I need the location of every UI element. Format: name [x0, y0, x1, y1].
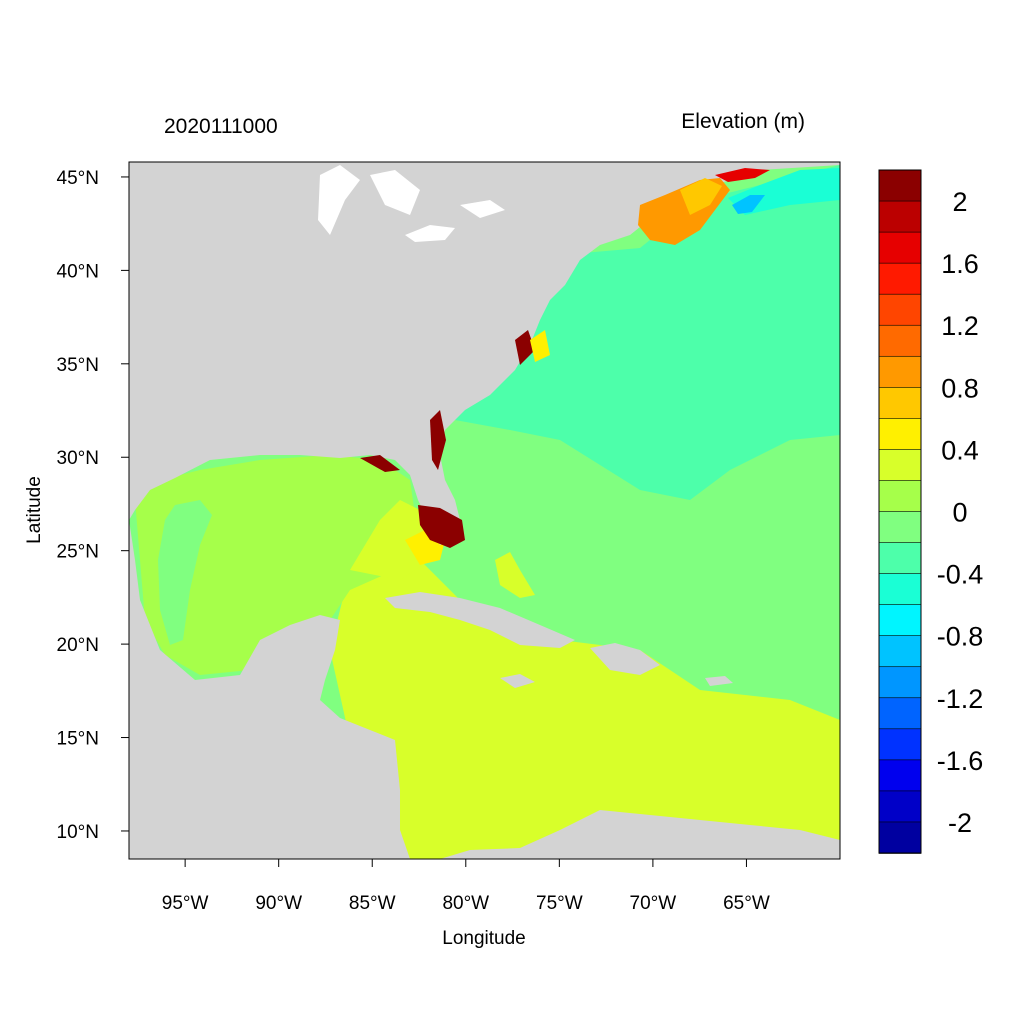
colorbar-label: 0.4	[941, 435, 979, 465]
colorbar-label: 0	[952, 498, 967, 528]
colorbar-label: -1.2	[937, 684, 984, 714]
colorbar-label: 1.6	[941, 249, 979, 279]
colorbar-swatch	[878, 697, 922, 730]
western-gulf-low	[158, 500, 212, 645]
bahamas-region	[495, 552, 535, 598]
colorbar-swatch	[878, 821, 922, 854]
lake-ontario	[460, 200, 505, 218]
florida-panhandle-surge	[360, 455, 400, 472]
lat-tick-label: 35°N	[57, 355, 99, 376]
x-axis-label: Longitude	[442, 928, 525, 949]
colorbar-swatch	[878, 604, 922, 637]
lon-tick-label: 90°W	[255, 893, 302, 914]
colorbar-swatch	[878, 449, 922, 482]
colorbar-swatch	[878, 480, 922, 513]
loop-current-region	[350, 500, 430, 580]
lon-tick-label: 95°W	[162, 893, 209, 914]
hispaniola-land	[590, 643, 660, 675]
south-america-land	[440, 810, 840, 859]
colorbar-swatch	[878, 666, 922, 699]
lat-tick-label: 20°N	[57, 635, 99, 656]
caribbean-region	[330, 560, 840, 859]
colorbar-swatch	[878, 293, 922, 327]
lon-tick-label: 85°W	[349, 893, 396, 914]
puerto-rico-land	[705, 676, 733, 686]
outer-banks-high	[530, 330, 550, 362]
lon-tick-label: 75°W	[536, 893, 583, 914]
florida-high-surge	[418, 505, 465, 548]
colorbar-swatch	[878, 511, 922, 544]
gulf-of-maine-band	[680, 178, 722, 215]
longitude-ticks: 95°W 90°W 85°W 80°W 75°W 70°W 65°W	[162, 859, 770, 914]
colorbar-swatch	[878, 759, 922, 792]
north-america-land	[129, 162, 840, 545]
lat-tick-label: 10°N	[57, 822, 99, 843]
latitude-ticks: 45°N 40°N 35°N 30°N 25°N 20°N 15°N 10°N	[57, 168, 129, 843]
colorbar-label: 1.2	[941, 311, 979, 341]
colorbar-swatch	[878, 418, 922, 451]
lat-tick-label: 30°N	[57, 448, 99, 469]
central-america-land	[129, 520, 410, 859]
carolina-coast-surge	[515, 330, 535, 365]
time-stamp-title: 2020111000	[164, 115, 278, 138]
colorbar-swatch	[878, 635, 922, 668]
lat-tick-label: 40°N	[57, 261, 99, 282]
lake-michigan	[318, 165, 360, 235]
colorbar-label: -0.8	[937, 622, 984, 652]
jamaica-land	[500, 674, 535, 688]
colorbar-swatch	[878, 790, 922, 823]
map-frame	[128, 161, 841, 860]
lake-huron	[370, 170, 420, 215]
lake-erie	[405, 225, 455, 242]
map-area	[129, 162, 840, 859]
variable-title: Elevation (m)	[681, 110, 805, 133]
colorbar-label: -0.4	[937, 560, 984, 590]
colorbar-labels: 2 1.6 1.2 0.8 0.4 0 -0.4 -0.8 -1.2 -1.6 -2	[937, 187, 984, 838]
colorbar-swatch	[878, 573, 922, 606]
colorbar-swatch	[878, 231, 922, 264]
atlantic-north-region	[455, 165, 840, 500]
lon-tick-label: 80°W	[442, 893, 489, 914]
georgia-coast-surge	[430, 410, 446, 470]
colorbar-label: 0.8	[941, 373, 979, 403]
colorbar-label: 2	[952, 187, 967, 217]
colorbar-swatch	[878, 169, 922, 202]
colorbar-swatch	[878, 324, 922, 358]
lat-tick-label: 45°N	[57, 168, 99, 189]
lat-tick-label: 25°N	[57, 542, 99, 563]
colorbar-label: -1.6	[937, 746, 984, 776]
bay-of-fundy-high	[715, 168, 770, 182]
lat-tick-label: 15°N	[57, 729, 99, 750]
cuba-land	[385, 592, 575, 648]
colorbar-frame	[878, 169, 922, 854]
colorbar-swatch	[878, 542, 922, 575]
nova-scotia-min	[732, 195, 765, 214]
colorbar-swatch	[878, 355, 922, 389]
colorbar	[878, 169, 922, 854]
lon-tick-label: 70°W	[630, 893, 677, 914]
colorbar-swatch	[878, 262, 922, 295]
y-axis-label: Latitude	[24, 476, 45, 544]
colorbar-swatch	[878, 728, 922, 761]
colorbar-swatch	[878, 387, 922, 420]
colorbar-swatch	[878, 200, 922, 233]
lon-tick-label: 65°W	[723, 893, 770, 914]
colorbar-label: -2	[948, 808, 972, 838]
